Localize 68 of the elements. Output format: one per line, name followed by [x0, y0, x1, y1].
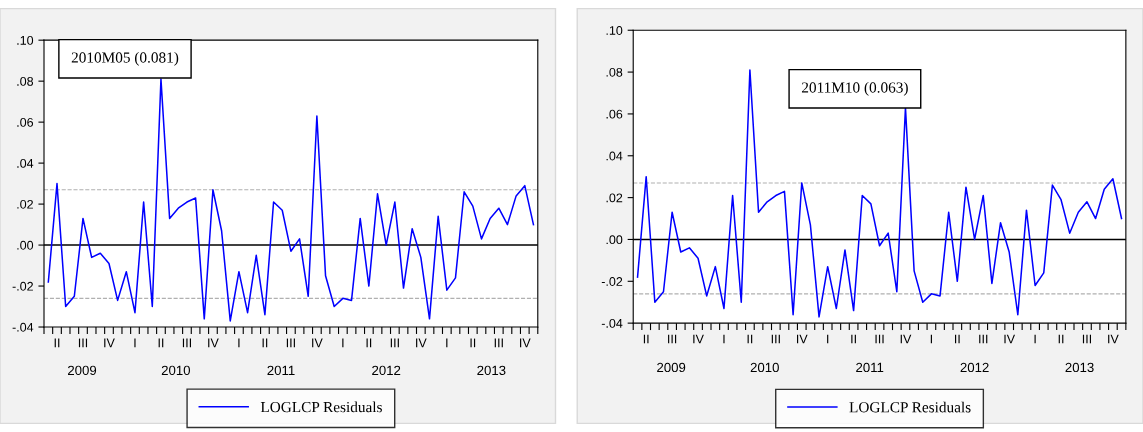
x-tick-label: II — [54, 338, 60, 348]
x-tick-label: I — [930, 334, 932, 344]
annotation: 2011M10 (0.063) — [801, 81, 908, 96]
x-tick-label: IV — [797, 334, 808, 344]
y-tick-label: .10 — [606, 26, 623, 35]
x-tick-label: III — [668, 334, 677, 344]
legend-label: LOGLCP Residuals — [260, 401, 382, 413]
y-tick-label: -.04 — [12, 322, 34, 332]
x-tick-label: IV — [208, 338, 219, 348]
text: 2012 — [960, 362, 989, 373]
x-tick-label: I — [1034, 334, 1036, 344]
y-tick-label: .08 — [17, 76, 34, 86]
text: 2012 — [372, 365, 401, 376]
x-tick-label: IV — [900, 334, 912, 344]
y-tick-label: .06 — [606, 109, 623, 119]
text: 2011 — [856, 362, 884, 373]
x-tick-label: III — [286, 338, 295, 348]
x-tick-label: III — [1082, 334, 1092, 344]
y-tick-label: -.04 — [601, 318, 623, 328]
x-tick-label: IV — [520, 338, 531, 348]
x-tick-label: II — [470, 338, 476, 348]
y-tick-label: .02 — [17, 199, 33, 209]
y-tick-label: -.02 — [12, 281, 33, 291]
y-tick-label: .04 — [17, 158, 34, 168]
text: 2013 — [1065, 362, 1094, 373]
y-tick-label: -.02 — [601, 277, 623, 286]
text: 2009 — [68, 365, 97, 376]
x-tick-label: IV — [693, 334, 704, 344]
text: 2009 — [657, 362, 686, 373]
x-tick-label: II — [955, 334, 960, 344]
x-tick-label: II — [262, 338, 268, 348]
x-tick-label: IV — [104, 338, 115, 348]
y-tick-label: .06 — [17, 117, 34, 127]
x-tick-label: II — [1058, 334, 1064, 344]
annotation: 2010M05 (0.081) — [71, 51, 179, 66]
x-tick-label: I — [446, 338, 448, 348]
text: 2010 — [161, 365, 191, 376]
y-tick-label: .08 — [606, 67, 623, 77]
x-tick-label: IV — [416, 338, 427, 348]
x-tick-label: III — [390, 338, 399, 348]
legend-label: LOGLCP Residuals — [849, 401, 971, 413]
x-tick-label: II — [366, 338, 372, 348]
x-tick-label: IV — [312, 338, 323, 348]
x-tick-label: II — [747, 334, 753, 344]
y-tick-label: .02 — [606, 193, 623, 203]
x-tick-label: II — [643, 334, 649, 344]
x-tick-label: IV — [1108, 334, 1119, 344]
x-tick-label: I — [827, 334, 829, 344]
x-tick-label: I — [238, 338, 240, 348]
x-tick-label: III — [78, 338, 88, 348]
x-tick-label: II — [158, 338, 164, 348]
x-tick-label: III — [979, 334, 988, 344]
text: 2013 — [477, 365, 506, 376]
x-tick-label: III — [771, 334, 780, 344]
text: 2011 — [267, 365, 295, 376]
y-tick-label: .10 — [17, 35, 34, 45]
y-tick-label: .00 — [606, 235, 623, 245]
x-tick-label: IV — [1004, 334, 1016, 344]
text: 2010 — [750, 362, 779, 373]
x-tick-label: I — [723, 334, 725, 344]
x-tick-label: III — [494, 338, 503, 348]
x-tick-label: I — [342, 338, 344, 348]
x-tick-label: III — [182, 338, 191, 348]
y-tick-label: .00 — [17, 240, 34, 250]
x-tick-label: II — [851, 334, 856, 344]
x-tick-label: III — [875, 334, 884, 344]
x-tick-label: I — [134, 338, 136, 348]
y-tick-label: .04 — [606, 151, 623, 161]
